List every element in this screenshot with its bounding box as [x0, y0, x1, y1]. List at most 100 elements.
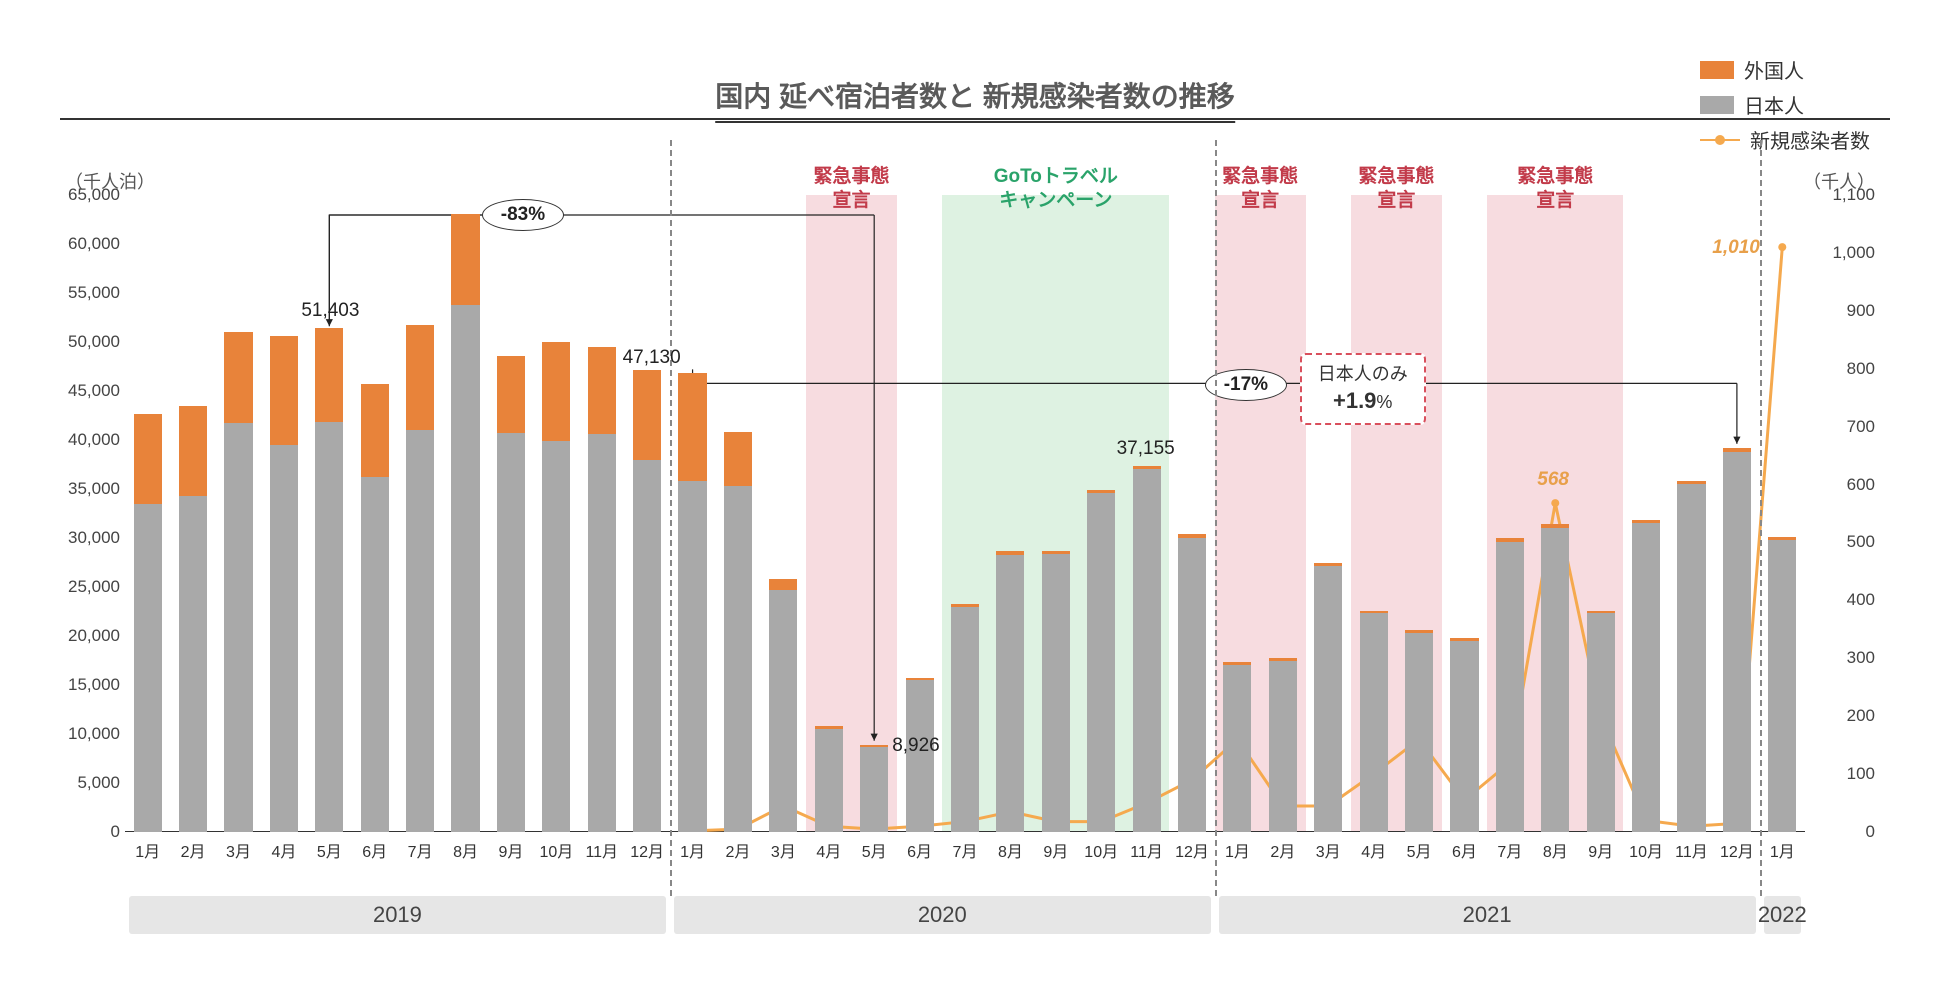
bar-japanese: [1269, 661, 1297, 833]
bar-group: [1587, 611, 1615, 832]
band-label: 緊急事態宣言: [813, 165, 889, 213]
bar-japanese: [134, 504, 162, 832]
callout-jan2022_inf: 1,010: [1712, 237, 1760, 259]
bar-group: [224, 332, 252, 832]
x-tick: 1月: [135, 838, 160, 862]
bar-japanese: [542, 441, 570, 832]
bar-japanese: [1541, 528, 1569, 832]
x-tick: 6月: [362, 838, 387, 862]
legend-label-japanese: 日本人: [1744, 90, 1804, 119]
x-tick: 10月: [539, 838, 573, 862]
callout-may2019: 51,403: [301, 300, 359, 322]
x-tick: 11月: [1675, 838, 1708, 862]
y-tick-left: 55,000: [60, 283, 120, 303]
x-tick: 9月: [1043, 838, 1068, 862]
y-tick-right: 800: [1815, 359, 1875, 379]
bar-foreigners: [1223, 662, 1251, 665]
bar-foreigners: [1677, 481, 1705, 484]
bar-japanese: [1587, 613, 1615, 832]
bar-foreigners: [769, 579, 797, 590]
x-tick: 2月: [1270, 838, 1295, 862]
x-tick: 4月: [816, 838, 841, 862]
x-tick: 3月: [771, 838, 796, 862]
bar-foreigners: [815, 726, 843, 729]
bar-foreigners: [1496, 538, 1524, 542]
bar-japanese: [1450, 641, 1478, 832]
bar-group: [361, 384, 389, 832]
bar-group: [1450, 638, 1478, 832]
y-tick-right: 100: [1815, 764, 1875, 784]
pct-oval-minus83: -83%: [482, 199, 564, 231]
bar-group: [860, 745, 888, 832]
bar-group: [1405, 630, 1433, 832]
callout-nov2020_total: 37,155: [1117, 438, 1175, 460]
y-tick-right: 1,100: [1815, 185, 1875, 205]
title-underline: [60, 118, 1890, 120]
bar-foreigners: [542, 342, 570, 441]
bar-group: [633, 370, 661, 832]
bar-group: [1042, 551, 1070, 832]
band-label: GoToトラベルキャンペーン: [994, 165, 1118, 213]
bar-group: [451, 214, 479, 832]
year-band: 2019: [129, 896, 666, 934]
x-tick: 12月: [1175, 838, 1209, 862]
bar-japanese: [951, 607, 979, 832]
bar-foreigners: [1768, 537, 1796, 540]
dashed-box-suffix: %: [1376, 392, 1392, 412]
legend: 外国人 日本人 新規感染者数: [1700, 55, 1870, 160]
bar-group: [678, 373, 706, 832]
bar-group: [815, 726, 843, 832]
bar-foreigners: [1360, 611, 1388, 614]
bar-foreigners: [1450, 638, 1478, 641]
bar-group: [134, 414, 162, 832]
y-tick-left: 15,000: [60, 675, 120, 695]
bar-foreigners: [1133, 466, 1161, 469]
year-divider: [670, 140, 672, 896]
x-tick: 1月: [680, 838, 705, 862]
bar-japanese: [815, 729, 843, 832]
bar-foreigners: [1314, 563, 1342, 567]
y-tick-left: 50,000: [60, 332, 120, 352]
y-tick-left: 5,000: [60, 773, 120, 793]
dashed-box-line1: 日本人のみ: [1318, 363, 1408, 386]
bar-group: [588, 347, 616, 832]
bar-group: [1360, 611, 1388, 832]
x-tick: 12月: [1720, 838, 1754, 862]
bar-japanese: [1314, 566, 1342, 832]
y-tick-left: 20,000: [60, 626, 120, 646]
y-tick-left: 40,000: [60, 430, 120, 450]
bar-japanese: [179, 496, 207, 832]
bar-group: [996, 551, 1024, 832]
bar-group: [542, 342, 570, 832]
legend-label-foreigners: 外国人: [1744, 55, 1804, 84]
x-tick: 10月: [1629, 838, 1663, 862]
bar-foreigners: [996, 551, 1024, 555]
bar-japanese: [1133, 469, 1161, 832]
bar-japanese: [1768, 540, 1796, 832]
bar-group: [1223, 662, 1251, 832]
bar-foreigners: [1541, 524, 1569, 528]
bar-foreigners: [315, 328, 343, 422]
bar-japanese: [1405, 633, 1433, 832]
y-tick-right: 0: [1815, 822, 1875, 842]
bar-japanese: [1677, 484, 1705, 832]
x-tick: 9月: [498, 838, 523, 862]
dashed-box-pct: +1.9: [1333, 388, 1376, 413]
y-tick-left: 45,000: [60, 381, 120, 401]
bar-group: [724, 432, 752, 832]
bar-japanese: [270, 445, 298, 832]
bar-foreigners: [906, 678, 934, 680]
bar-japanese: [996, 555, 1024, 832]
band-label: 緊急事態宣言: [1358, 165, 1434, 213]
band-label: 緊急事態宣言: [1222, 165, 1298, 213]
y-tick-right: 1,000: [1815, 243, 1875, 263]
legend-label-infections: 新規感染者数: [1750, 125, 1870, 154]
x-tick: 10月: [1084, 838, 1118, 862]
bar-group: [1768, 537, 1796, 832]
bar-japanese: [860, 747, 888, 832]
y-tick-right: 900: [1815, 301, 1875, 321]
x-tick: 4月: [1361, 838, 1386, 862]
bar-foreigners: [179, 406, 207, 496]
y-tick-right: 400: [1815, 590, 1875, 610]
legend-infections: 新規感染者数: [1700, 125, 1870, 154]
